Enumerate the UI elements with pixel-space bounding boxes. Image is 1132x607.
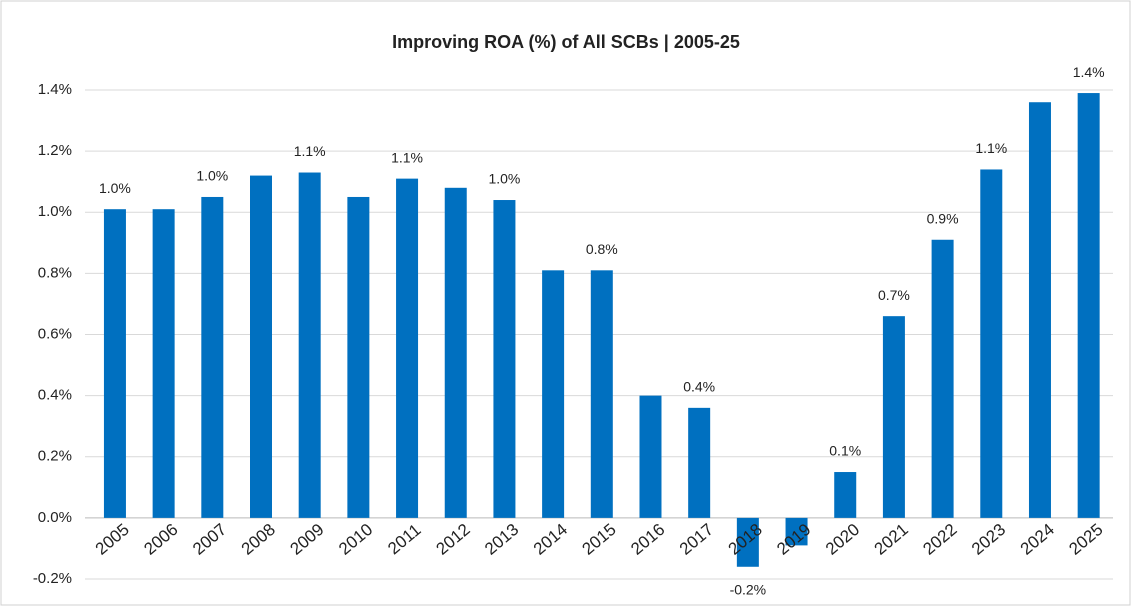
data-label: 1.1% (294, 143, 326, 159)
y-tick-label: 0.6% (38, 325, 72, 342)
bar (639, 395, 662, 518)
data-label: 1.0% (488, 171, 520, 187)
y-tick-label: 1.2% (38, 142, 72, 159)
bar (980, 169, 1003, 518)
bar (882, 316, 905, 518)
data-label: 1.0% (196, 168, 228, 184)
data-label: 0.8% (586, 241, 618, 257)
bar (1077, 93, 1100, 518)
data-label: 0.1% (829, 443, 861, 459)
bar (834, 472, 857, 518)
y-tick-label: 0.0% (38, 509, 72, 526)
bar (736, 517, 759, 567)
y-tick-label: -0.2% (33, 570, 72, 587)
data-label: 1.1% (391, 149, 423, 165)
data-label: 0.7% (878, 287, 910, 303)
bar (1028, 102, 1051, 518)
bar (298, 172, 321, 518)
y-tick-label: 1.0% (38, 203, 72, 220)
y-tick-label: 0.8% (38, 264, 72, 281)
bar (347, 196, 370, 518)
data-label: 1.4% (1073, 64, 1105, 80)
bar (396, 178, 419, 518)
data-label: 0.9% (927, 210, 959, 226)
bar (152, 209, 175, 518)
data-label: -0.2% (730, 581, 767, 597)
y-tick-label: 0.4% (38, 387, 72, 404)
bar (201, 196, 224, 518)
bar (493, 200, 516, 518)
bar (785, 517, 808, 546)
data-label: 1.0% (99, 180, 131, 196)
bar (542, 270, 565, 518)
bar (688, 407, 711, 518)
y-tick-label: 0.2% (38, 448, 72, 465)
bar (250, 175, 272, 518)
chart-title: Improving ROA (%) of All SCBs | 2005-25 (392, 32, 740, 52)
bar (444, 187, 467, 518)
data-label: 0.4% (683, 379, 715, 395)
bar (931, 239, 954, 518)
bar (103, 209, 126, 518)
bar (590, 270, 613, 518)
data-label: 1.1% (975, 140, 1007, 156)
y-tick-label: 1.4% (38, 81, 72, 98)
